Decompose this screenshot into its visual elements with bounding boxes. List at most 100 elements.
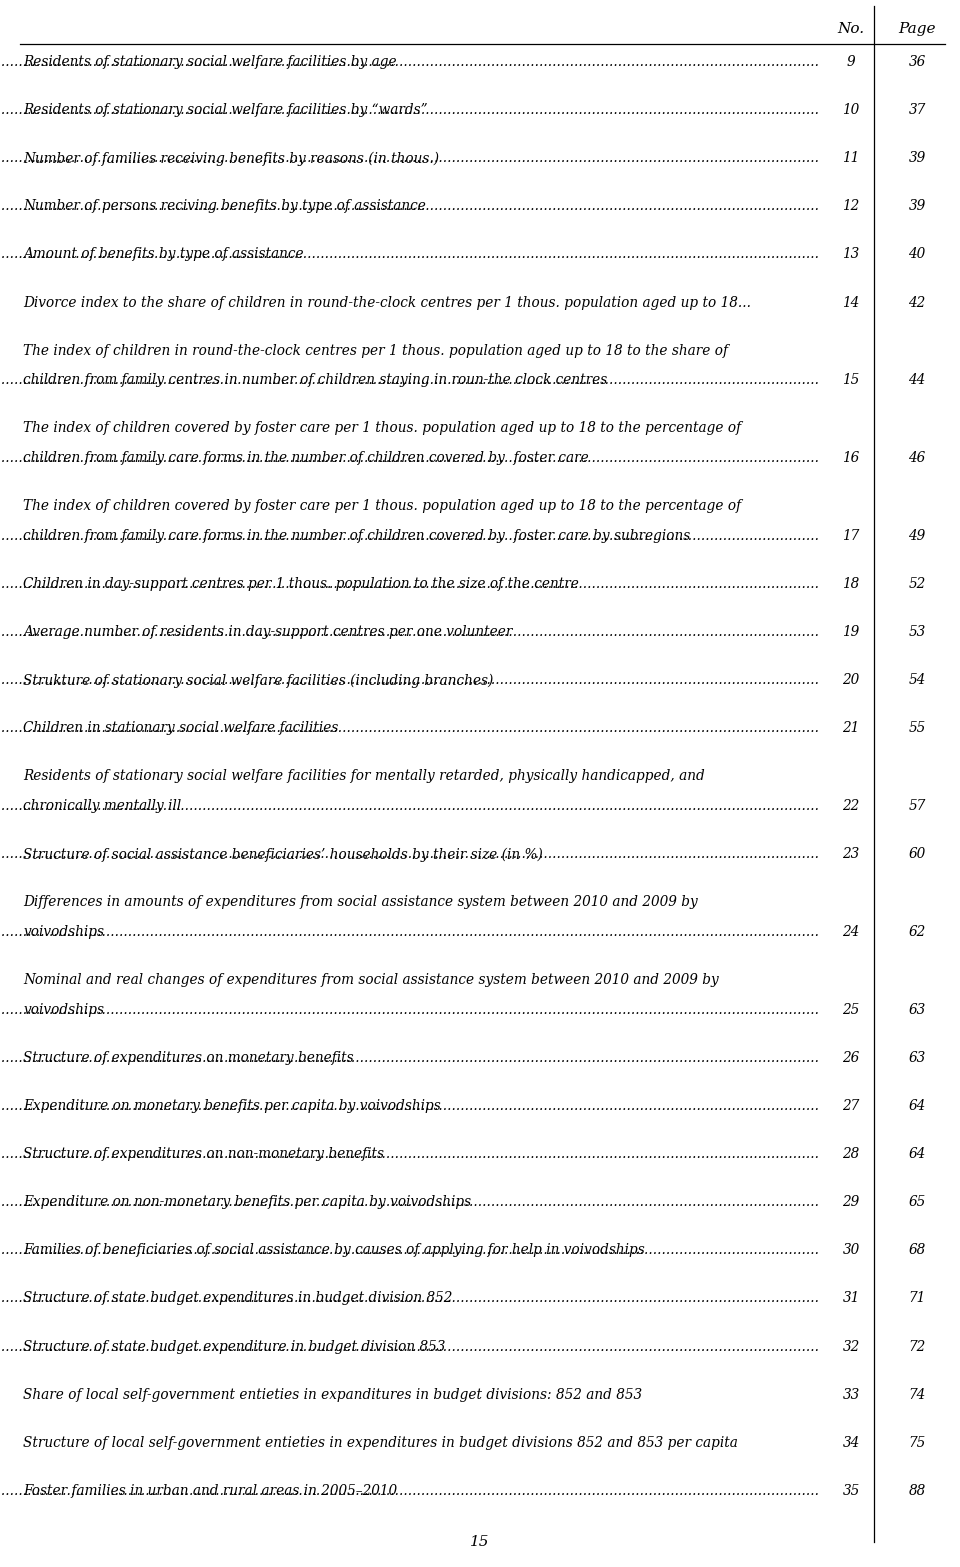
Text: Residents of stationary social welfare facilities by “wards”: Residents of stationary social welfare f… [23, 103, 427, 118]
Text: Average number of residents in day-support centres per one volunteer: Average number of residents in day-suppo… [23, 625, 513, 639]
Text: voivodships: voivodships [23, 925, 104, 939]
Text: 25: 25 [842, 1003, 859, 1017]
Text: ................................................................................: ........................................… [0, 577, 820, 591]
Text: Families of beneficiaries of social assistance by causes of applying for help in: Families of beneficiaries of social assi… [23, 1243, 645, 1257]
Text: 21: 21 [842, 721, 859, 735]
Text: Structure of expenditures on monetary benefits: Structure of expenditures on monetary be… [23, 1051, 353, 1066]
Text: 17: 17 [842, 530, 859, 542]
Text: ................................................................................: ........................................… [0, 248, 820, 262]
Text: 65: 65 [908, 1196, 925, 1210]
Text: Differences in amounts of expenditures from social assistance system between 201: Differences in amounts of expenditures f… [23, 895, 698, 909]
Text: ................................................................................: ........................................… [0, 1291, 820, 1305]
Text: Children in stationary social welfare facilities: Children in stationary social welfare fa… [23, 721, 338, 735]
Text: 44: 44 [908, 373, 925, 387]
Text: 13: 13 [842, 248, 859, 262]
Text: Structure of expenditures on non-monetary benefits: Structure of expenditures on non-monetar… [23, 1147, 384, 1161]
Text: 15: 15 [842, 373, 859, 387]
Text: ................................................................................: ........................................… [0, 925, 820, 939]
Text: 33: 33 [842, 1388, 859, 1402]
Text: 9: 9 [847, 55, 855, 69]
Text: 32: 32 [842, 1340, 859, 1354]
Text: 23: 23 [842, 848, 859, 862]
Text: Expenditure on monetary benefits per capita by voivodships: Expenditure on monetary benefits per cap… [23, 1098, 441, 1113]
Text: chronically mentally ill: chronically mentally ill [23, 799, 181, 813]
Text: 55: 55 [908, 721, 925, 735]
Text: 54: 54 [908, 674, 925, 688]
Text: Number of families receiving benefits by reasons (in thous.): Number of families receiving benefits by… [23, 150, 439, 166]
Text: The index of children covered by foster care per 1 thous. population aged up to : The index of children covered by foster … [23, 422, 741, 436]
Text: 36: 36 [908, 55, 925, 69]
Text: ................................................................................: ........................................… [0, 1340, 820, 1354]
Text: Number of persons reciving benefits by type of assistance: Number of persons reciving benefits by t… [23, 199, 426, 213]
Text: 53: 53 [908, 625, 925, 639]
Text: No.: No. [837, 22, 865, 36]
Text: 46: 46 [908, 451, 925, 465]
Text: ................................................................................: ........................................… [0, 530, 820, 542]
Text: 42: 42 [908, 296, 925, 310]
Text: ................................................................................: ........................................… [0, 1051, 820, 1066]
Text: ................................................................................: ........................................… [0, 848, 820, 862]
Text: 24: 24 [842, 925, 859, 939]
Text: ................................................................................: ........................................… [0, 1147, 820, 1161]
Text: 10: 10 [842, 103, 859, 118]
Text: ................................................................................: ........................................… [0, 1484, 820, 1498]
Text: 71: 71 [908, 1291, 925, 1305]
Text: Structure of social assistance beneficiaries’ households by their size (in %): Structure of social assistance beneficia… [23, 848, 542, 862]
Text: children from family care forms in the number of children covered by  foster car: children from family care forms in the n… [23, 451, 588, 465]
Text: 49: 49 [908, 530, 925, 542]
Text: 18: 18 [842, 577, 859, 591]
Text: 60: 60 [908, 848, 925, 862]
Text: 31: 31 [842, 1291, 859, 1305]
Text: 62: 62 [908, 925, 925, 939]
Text: 64: 64 [908, 1147, 925, 1161]
Text: 39: 39 [908, 199, 925, 213]
Text: 75: 75 [908, 1435, 925, 1449]
Text: 88: 88 [908, 1484, 925, 1498]
Text: 16: 16 [842, 451, 859, 465]
Text: 52: 52 [908, 577, 925, 591]
Text: Structure of state budget expenditures in budget division 852: Structure of state budget expenditures i… [23, 1291, 452, 1305]
Text: 11: 11 [842, 150, 859, 165]
Text: Strukture of stationary social welfare facilities (including branches): Strukture of stationary social welfare f… [23, 674, 493, 688]
Text: 15: 15 [470, 1536, 490, 1550]
Text: 39: 39 [908, 150, 925, 165]
Text: ................................................................................: ........................................… [0, 150, 820, 165]
Text: Foster families in urban and rural areas in 2005–2010: Foster families in urban and rural areas… [23, 1484, 397, 1498]
Text: 72: 72 [908, 1340, 925, 1354]
Text: 22: 22 [842, 799, 859, 813]
Text: 40: 40 [908, 248, 925, 262]
Text: ................................................................................: ........................................… [0, 199, 820, 213]
Text: Expenditure on non-monetary benefits per capita by voivodships: Expenditure on non-monetary benefits per… [23, 1196, 471, 1210]
Text: 57: 57 [908, 799, 925, 813]
Text: 12: 12 [842, 199, 859, 213]
Text: 37: 37 [908, 103, 925, 118]
Text: children from family care forms in the number of children covered by  foster car: children from family care forms in the n… [23, 530, 690, 542]
Text: 35: 35 [842, 1484, 859, 1498]
Text: The index of children covered by foster care per 1 thous. population aged up to : The index of children covered by foster … [23, 500, 741, 514]
Text: ................................................................................: ........................................… [0, 625, 820, 639]
Text: Share of local self-government entieties in expanditures in budget divisions: 85: Share of local self-government entieties… [23, 1388, 642, 1402]
Text: children from family centres in number of children staying in roun-the clock cen: children from family centres in number o… [23, 373, 608, 387]
Text: 19: 19 [842, 625, 859, 639]
Text: 74: 74 [908, 1388, 925, 1402]
Text: Page: Page [899, 22, 936, 36]
Text: 63: 63 [908, 1003, 925, 1017]
Text: ................................................................................: ........................................… [0, 799, 820, 813]
Text: ................................................................................: ........................................… [0, 373, 820, 387]
Text: ................................................................................: ........................................… [0, 55, 820, 69]
Text: Children in day-support centres per 1 thous. population to the size of the centr: Children in day-support centres per 1 th… [23, 577, 579, 591]
Text: Divorce index to the share of children in round-the-clock centres per 1 thous. p: Divorce index to the share of children i… [23, 296, 751, 310]
Text: 20: 20 [842, 674, 859, 688]
Text: 34: 34 [842, 1435, 859, 1449]
Text: 28: 28 [842, 1147, 859, 1161]
Text: Structure of local self-government entieties in expenditures in budget divisions: Structure of local self-government entie… [23, 1435, 738, 1449]
Text: 63: 63 [908, 1051, 925, 1066]
Text: ................................................................................: ........................................… [0, 103, 820, 118]
Text: Nominal and real changes of expenditures from social assistance system between 2: Nominal and real changes of expenditures… [23, 973, 719, 987]
Text: ................................................................................: ........................................… [0, 451, 820, 465]
Text: ................................................................................: ........................................… [0, 1196, 820, 1210]
Text: 14: 14 [842, 296, 859, 310]
Text: The index of children in round-the-clock centres per 1 thous. population aged up: The index of children in round-the-clock… [23, 343, 728, 357]
Text: 64: 64 [908, 1098, 925, 1113]
Text: 68: 68 [908, 1243, 925, 1257]
